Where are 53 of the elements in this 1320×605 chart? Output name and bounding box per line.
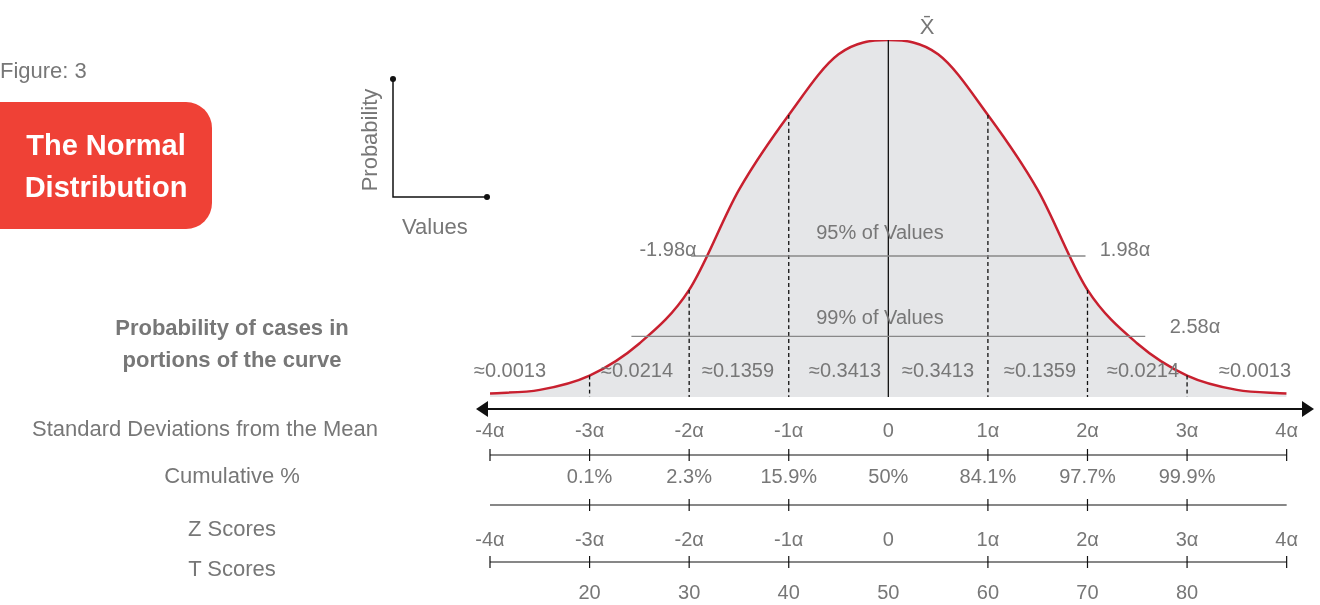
x-tick-label: 3α [1175,418,1199,441]
text: 2.3% [666,464,713,487]
text: X̄ [919,14,935,40]
annotation: -1.98α [639,237,697,260]
x-tick-label: -3α [574,418,605,441]
annotation: ≈0.0214 [1106,358,1180,381]
text: -1α [774,527,804,550]
annotation: ≈0.0214 [600,358,674,381]
x-tick-label: -1α [774,418,804,441]
annotation: ≈0.3413 [901,358,975,381]
text: Figure: 3 [0,58,87,84]
text: 2α [1076,527,1099,550]
text: 50% [868,464,909,487]
x-tick-label: -4α [475,418,505,441]
annotation: 2.58α [1169,314,1221,337]
text: 30 [678,580,701,603]
text: 50 [877,580,900,603]
annotation: 1.98α [1099,237,1151,260]
x-tick-label: 1α [976,418,1000,441]
text: 80 [1175,580,1199,603]
text: The Normal Distribution [23,127,189,205]
x-tick-label: 4α [1275,418,1298,441]
x-axis-title: Values [402,214,468,240]
annotation: ≈0.0013 [473,358,547,381]
text: 60 [976,580,1000,603]
text: -3α [574,527,605,550]
text: Standard Deviations from the Mean [31,416,379,442]
text: 1α [976,527,1000,550]
text: Z Scores [187,516,277,542]
text: Probability of cases in portions of the curve [115,315,349,373]
x-tick-label: -2α [674,418,704,441]
x-tick-label: 0 [882,418,894,441]
text: 84.1% [959,464,1017,487]
x-tick-label: 2α [1076,418,1099,441]
text: Cumulative % [164,463,300,489]
text: 97.7% [1059,464,1117,487]
text: -2α [674,527,704,550]
text: 0.1% [566,464,613,487]
text: 99.9% [1158,464,1216,487]
text: 15.9% [760,464,818,487]
text: -4α [475,527,505,550]
text: 70 [1076,580,1099,603]
annotation: ≈0.1359 [701,358,775,381]
text: 4α [1275,527,1298,550]
text: T Scores [188,556,276,582]
annotation: ≈0.1359 [1003,358,1077,381]
text: 20 [578,580,601,603]
text: 3α [1175,527,1199,550]
y-axis-title: Probability [357,88,383,192]
annotation: ≈0.0013 [1218,358,1292,381]
text: 40 [777,580,800,603]
text: 0 [882,527,894,550]
annotation: ≈0.3413 [808,358,882,381]
